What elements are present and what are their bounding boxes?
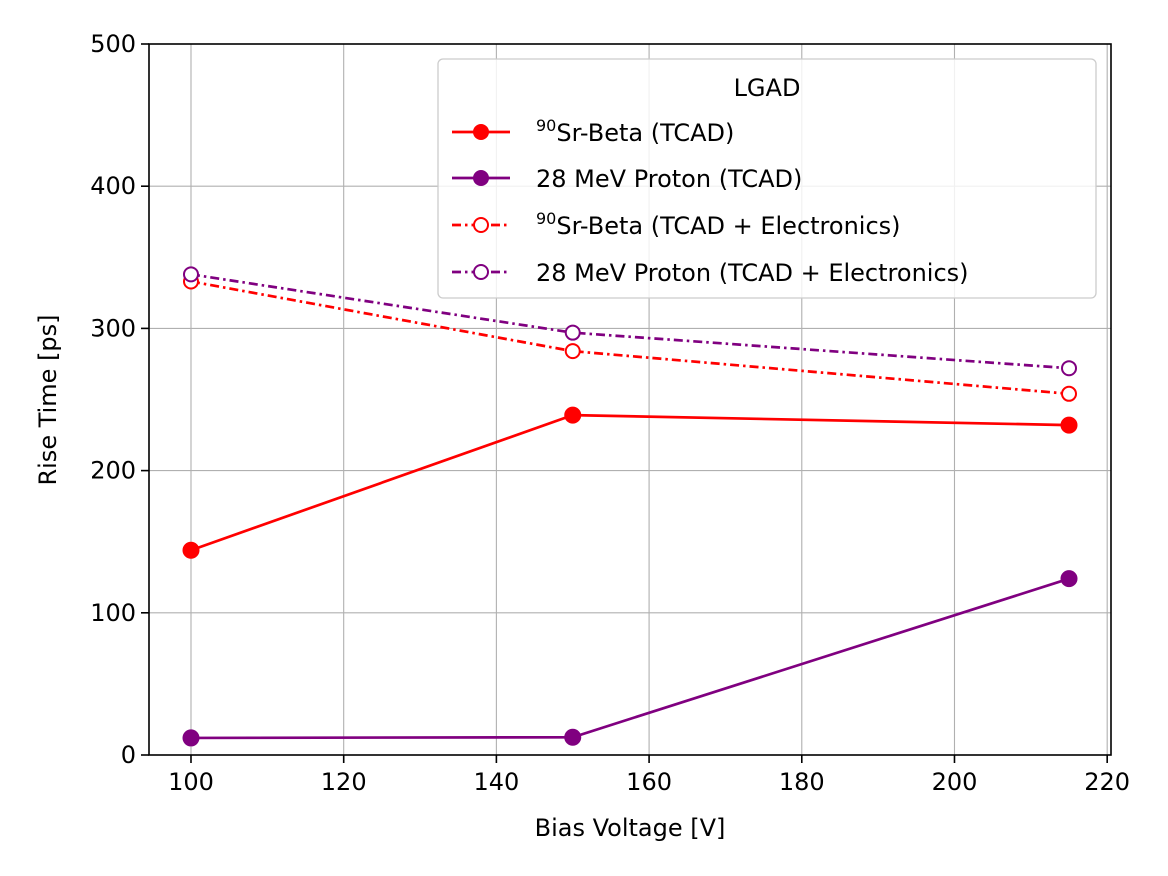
data-point (564, 324, 581, 341)
legend-label: 28 MeV Proton (TCAD) (536, 165, 802, 193)
y-tick-label: 100 (90, 599, 136, 627)
legend-label-superscript: 90 (536, 209, 556, 228)
legend-label: 90Sr-Beta (TCAD) (536, 116, 734, 147)
legend-label-text: 28 MeV Proton (TCAD + Electronics) (536, 259, 969, 287)
data-point (182, 266, 199, 283)
legend-label-text: Sr-Beta (TCAD) (556, 119, 734, 147)
data-point (564, 343, 581, 360)
legend-label-text: 28 MeV Proton (TCAD) (536, 165, 802, 193)
series-1 (182, 570, 1078, 747)
data-point (1060, 570, 1078, 588)
x-tick-label: 100 (168, 768, 214, 796)
series-0 (182, 406, 1078, 559)
legend-label: 28 MeV Proton (TCAD + Electronics) (536, 259, 969, 287)
x-tick-label: 160 (626, 768, 672, 796)
data-point (1061, 360, 1078, 377)
y-axis-label: Rise Time [ps] (34, 314, 62, 485)
data-point (1060, 416, 1078, 434)
series-3 (182, 266, 1078, 377)
data-point (1061, 385, 1078, 402)
y-tick-label: 500 (90, 30, 136, 58)
x-axis-label: Bias Voltage [V] (535, 814, 726, 842)
x-tick-label: 140 (473, 768, 519, 796)
data-point (564, 728, 582, 746)
legend-box (437, 58, 1097, 299)
y-tick-label: 400 (90, 172, 136, 200)
legend-label-text: Sr-Beta (TCAD + Electronics) (556, 212, 900, 240)
x-tick-label: 180 (779, 768, 825, 796)
legend-entry: 28 MeV Proton (TCAD) (452, 165, 802, 193)
x-tick-label: 220 (1084, 768, 1130, 796)
legend-title: LGAD (734, 74, 801, 102)
data-point (564, 406, 582, 424)
legend-entry: 28 MeV Proton (TCAD + Electronics) (452, 259, 969, 287)
legend-marker (473, 170, 489, 186)
legend-marker (473, 124, 489, 140)
data-point (182, 541, 200, 559)
legend-label-superscript: 90 (536, 116, 556, 135)
legend-marker (473, 217, 489, 233)
data-point (182, 729, 200, 747)
legend-label: 90Sr-Beta (TCAD + Electronics) (536, 209, 901, 240)
axis-ticks: 100 120 140 160 180 200 220 0 100 200 300 400 500 (90, 30, 1130, 796)
legend-marker (473, 264, 489, 280)
x-tick-label: 200 (932, 768, 978, 796)
legend-entry: 90Sr-Beta (TCAD) (452, 116, 734, 147)
y-tick-label: 200 (90, 457, 136, 485)
x-tick-label: 120 (321, 768, 367, 796)
y-tick-label: 0 (121, 741, 136, 769)
series-layer (182, 266, 1078, 747)
y-tick-label: 300 (90, 314, 136, 342)
plot-frame (148, 43, 1112, 756)
legend-entry: 90Sr-Beta (TCAD + Electronics) (452, 209, 901, 240)
